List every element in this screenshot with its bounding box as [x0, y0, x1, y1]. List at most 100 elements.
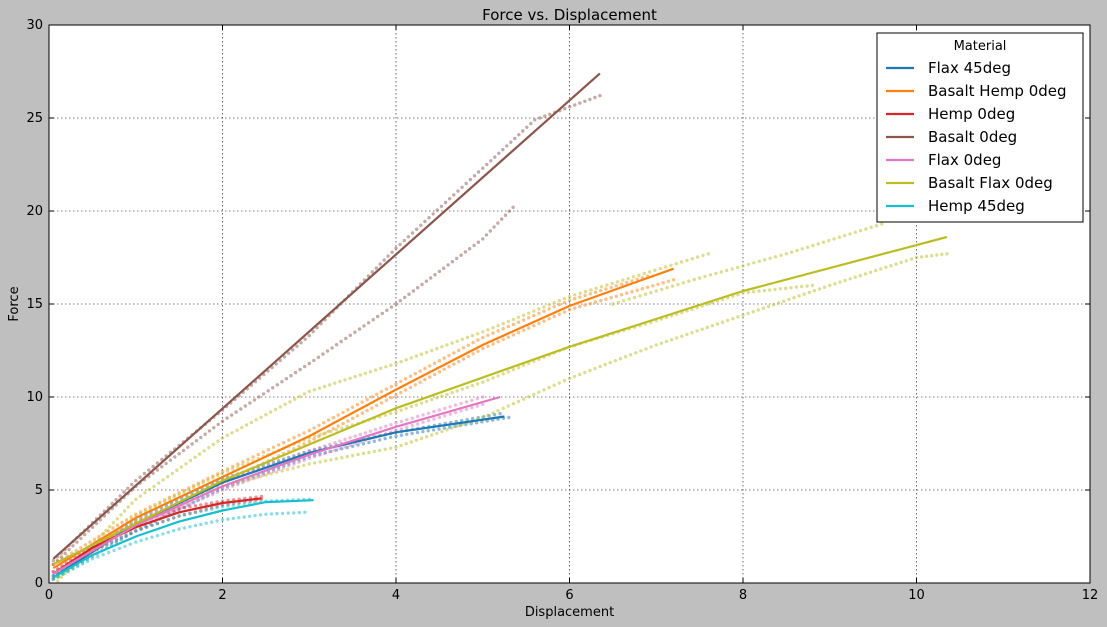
raw-data-point — [858, 228, 863, 233]
raw-data-point — [459, 253, 463, 257]
raw-data-point — [567, 307, 572, 312]
raw-data-point — [174, 508, 179, 512]
raw-data-point — [800, 247, 804, 251]
raw-data-point — [177, 452, 181, 456]
raw-data-point — [460, 387, 464, 391]
raw-data-point — [382, 258, 386, 262]
raw-data-point — [710, 324, 715, 328]
raw-data-point — [388, 446, 393, 450]
raw-data-point — [88, 540, 92, 544]
raw-data-point — [303, 337, 307, 341]
raw-data-point — [370, 406, 374, 410]
raw-data-point — [144, 525, 149, 529]
raw-data-point — [790, 250, 794, 254]
raw-data-point — [225, 469, 230, 473]
raw-data-point — [193, 523, 198, 528]
raw-series-basalt-flax-0deg-4 — [611, 222, 884, 306]
raw-data-point — [542, 309, 546, 313]
raw-data-point — [379, 366, 383, 371]
raw-data-point — [773, 255, 778, 259]
raw-data-point — [380, 311, 384, 316]
raw-data-point — [384, 387, 389, 391]
raw-data-point — [414, 403, 419, 407]
raw-data-point — [471, 340, 475, 345]
raw-data-point — [430, 397, 434, 402]
raw-data-point — [106, 550, 111, 555]
raw-data-point — [164, 461, 168, 466]
raw-data-point — [703, 274, 707, 279]
raw-data-point — [720, 320, 725, 324]
raw-data-point — [437, 427, 441, 431]
raw-data-point — [593, 290, 598, 294]
raw-data-point — [674, 262, 678, 266]
raw-data-point — [402, 238, 406, 243]
raw-data-point — [404, 406, 408, 411]
raw-data-point — [408, 385, 413, 390]
x-tick-label: 6 — [565, 588, 573, 603]
raw-data-point — [498, 412, 502, 416]
raw-data-point — [220, 505, 225, 509]
raw-data-point — [261, 450, 265, 454]
raw-data-point — [669, 338, 674, 342]
raw-data-point — [355, 414, 360, 418]
raw-data-point — [399, 433, 404, 437]
raw-data-point — [491, 331, 495, 335]
raw-data-point — [450, 341, 454, 345]
legend-label: Flax 0deg — [928, 151, 1001, 169]
raw-data-point — [746, 311, 750, 316]
raw-data-point — [419, 223, 423, 227]
raw-data-point — [252, 398, 257, 402]
fit-line-basalt-0deg — [52, 72, 601, 560]
raw-data-point — [468, 177, 473, 182]
raw-data-point — [108, 524, 112, 529]
raw-data-point — [533, 118, 537, 122]
raw-data-point — [331, 415, 335, 420]
raw-data-point — [573, 293, 577, 297]
raw-data-point — [371, 318, 375, 322]
raw-data-point — [322, 444, 327, 448]
raw-data-point — [945, 252, 949, 256]
raw-data-point — [437, 408, 442, 412]
raw-data-point — [447, 353, 451, 358]
raw-data-point — [501, 327, 505, 331]
raw-data-point — [879, 267, 883, 271]
raw-data-point — [807, 290, 811, 295]
raw-data-point — [336, 413, 340, 417]
raw-data-point — [705, 325, 709, 330]
raw-data-point — [234, 410, 238, 414]
raw-data-point — [175, 468, 179, 472]
raw-data-point — [311, 329, 315, 334]
raw-data-point — [690, 331, 694, 335]
raw-data-point — [778, 287, 783, 291]
raw-data-point — [619, 293, 624, 297]
raw-data-point — [379, 401, 384, 405]
raw-data-point — [278, 358, 282, 363]
raw-data-point — [399, 390, 403, 395]
raw-data-point — [313, 461, 317, 465]
raw-data-point — [83, 543, 88, 547]
raw-data-point — [318, 433, 322, 437]
raw-data-point — [104, 528, 108, 533]
raw-data-point — [432, 417, 436, 421]
raw-data-point — [365, 397, 369, 402]
raw-data-point — [664, 339, 669, 344]
raw-data-point — [220, 518, 225, 522]
raw-data-point — [164, 512, 169, 516]
raw-data-point — [210, 507, 214, 511]
raw-data-point — [172, 529, 176, 533]
raw-data-point — [169, 510, 174, 514]
raw-data-point — [642, 271, 646, 276]
raw-data-point — [480, 420, 484, 424]
raw-data-point — [312, 426, 316, 430]
y-tick-label: 15 — [26, 297, 43, 312]
raw-data-point — [269, 472, 273, 476]
raw-data-point — [180, 505, 184, 510]
raw-data-point — [578, 101, 582, 105]
raw-data-point — [211, 442, 216, 447]
raw-data-point — [557, 381, 561, 385]
raw-data-point — [177, 514, 181, 518]
raw-data-point — [241, 460, 245, 464]
raw-data-point — [244, 423, 249, 427]
raw-data-point — [593, 366, 597, 371]
raw-data-point — [220, 436, 225, 440]
